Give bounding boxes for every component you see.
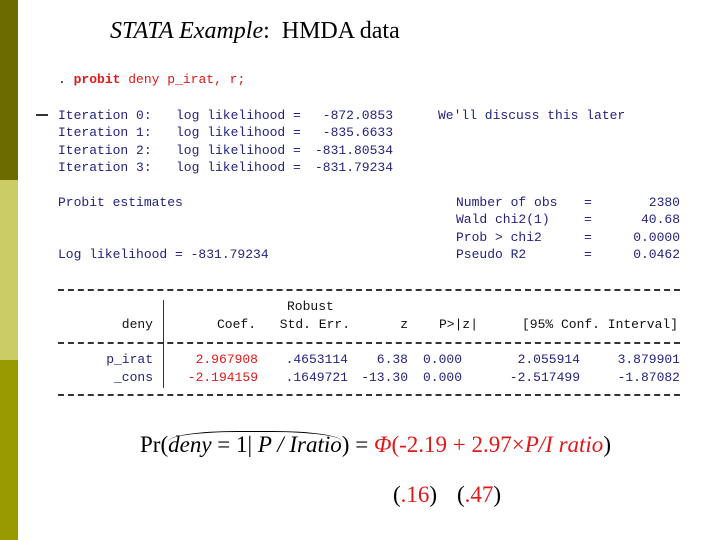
cell: .4653114 [285, 352, 348, 367]
side-stripe [0, 180, 18, 360]
eq-part: Φ [373, 432, 392, 457]
iteration-label: Iteration 0: [58, 108, 152, 123]
eq-part: P / Iratio [257, 432, 342, 457]
title-italic: STATA Example [110, 18, 264, 44]
iteration-value: -835.6633 [322, 125, 393, 140]
iteration-text: log likelihood = [176, 143, 301, 158]
keyword: probit [73, 72, 121, 87]
iteration-text: log likelihood = [176, 160, 301, 175]
header: z [400, 317, 408, 332]
header: [95% Conf. Interval] [521, 317, 678, 332]
iteration-label: Iteration 1: [58, 125, 152, 140]
separator [58, 289, 680, 291]
eq-part: ) = [341, 432, 374, 457]
side-stripe [0, 0, 18, 180]
cell: -1.87082 [617, 370, 680, 385]
stat-label: Number of obs [456, 195, 558, 210]
std-error: (.16) [393, 482, 437, 508]
stat-eq: = [584, 212, 592, 227]
column-divider [163, 300, 164, 388]
note: We'll discuss this later [438, 108, 626, 123]
args: deny p_irat, r; [128, 72, 246, 87]
cell: .1649721 [285, 370, 348, 385]
iteration-text: log likelihood = [176, 125, 301, 140]
eq-part: ) [603, 432, 611, 457]
cell: -2.194159 [187, 370, 258, 385]
prompt: . [58, 72, 66, 87]
iteration-value: -872.0853 [322, 108, 393, 123]
stat-value: 0.0000 [633, 230, 680, 245]
cell: 2.967908 [195, 352, 258, 367]
separator [58, 342, 680, 344]
stat-value: 2380 [648, 195, 680, 210]
cell: -2.517499 [509, 370, 580, 385]
eq-part: (-2.19 + 2.97× [391, 432, 525, 457]
row-label: p_irat [106, 352, 153, 367]
iteration-text: log likelihood = [176, 108, 301, 123]
cell: 3.879901 [617, 352, 680, 367]
iteration-value: -831.80534 [314, 143, 393, 158]
header: Coef. [216, 317, 256, 332]
iteration-value: -831.79234 [314, 160, 393, 175]
stat-label: Wald chi2(1) [456, 212, 550, 227]
side-stripe [0, 360, 18, 540]
log-likelihood: Log likelihood = -831.79234 [58, 247, 269, 262]
command: . probit deny p_irat, r; [58, 72, 245, 88]
std-error: (.47) [457, 482, 501, 508]
bullet-dash [36, 114, 48, 116]
separator [58, 394, 680, 396]
eq-part: Pr( [140, 432, 169, 457]
stat-value: 40.68 [640, 212, 680, 227]
header-top: Robust [287, 299, 334, 314]
stat-value: 0.0462 [633, 247, 680, 262]
stat-eq: = [584, 230, 592, 245]
iteration-label: Iteration 3: [58, 160, 152, 175]
eq-part: P/I ratio [524, 432, 604, 457]
stat-label: Pseudo R2 [456, 247, 527, 262]
eq-part: = 1| [211, 432, 258, 457]
stat-eq: = [584, 247, 592, 262]
cell: 0.000 [422, 370, 462, 385]
paren: ( [457, 482, 465, 507]
summary-title: Probit estimates [58, 195, 183, 210]
paren: ) [429, 482, 438, 507]
header: P>|z| [438, 317, 478, 332]
stat-label: Prob > chi2 [456, 230, 542, 245]
header: Std. Err. [279, 317, 350, 332]
cell: 0.000 [422, 352, 462, 367]
title: STATA Example: HMDA data [110, 18, 400, 45]
row-label: _cons [113, 370, 153, 385]
cell: 2.055914 [517, 352, 580, 367]
eq-part: deny [168, 432, 212, 457]
header: deny [121, 317, 153, 332]
equation: Pr(deny = 1| P / Iratio) = Φ(-2.19 + 2.9… [140, 431, 611, 458]
stat-eq: = [584, 195, 592, 210]
title-rest: : HMDA data [263, 18, 400, 44]
paren: ( [393, 482, 401, 507]
iteration-label: Iteration 2: [58, 143, 152, 158]
paren: ) [493, 482, 502, 507]
se-value: .47 [464, 482, 494, 507]
cell: 6.38 [376, 352, 408, 367]
se-value: .16 [400, 482, 430, 507]
cell: -13.30 [361, 370, 408, 385]
